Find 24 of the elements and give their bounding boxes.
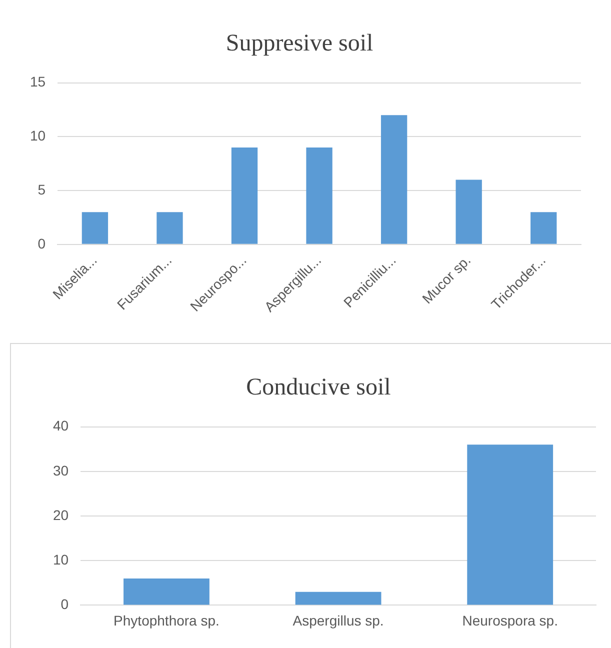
chart-title: Suppresive soil	[226, 30, 374, 57]
bar	[231, 147, 258, 244]
bar	[467, 444, 554, 605]
y-tick-label: 15	[30, 74, 46, 90]
y-tick-label: 0	[60, 596, 69, 612]
x-tick-label: Aspergillus sp.	[292, 612, 384, 628]
bar	[124, 578, 210, 605]
bar	[156, 212, 183, 244]
y-tick-label: 40	[52, 418, 69, 434]
bar	[295, 592, 382, 605]
bar	[456, 180, 482, 244]
x-tick-label: Neurospora sp.	[462, 612, 558, 628]
y-tick-label: 20	[52, 506, 69, 523]
y-tick-label: 10	[52, 551, 69, 568]
x-tick-label: Phytophthora sp.	[114, 612, 220, 628]
chart-title: Conducive soil	[246, 374, 392, 401]
y-tick-label: 0	[38, 235, 46, 252]
bar	[306, 147, 332, 244]
bar	[530, 212, 557, 244]
y-tick-label: 10	[30, 128, 46, 144]
bar	[82, 212, 108, 244]
bar	[380, 115, 408, 244]
y-tick-label: 5	[38, 181, 46, 198]
y-tick-label: 30	[52, 462, 69, 478]
